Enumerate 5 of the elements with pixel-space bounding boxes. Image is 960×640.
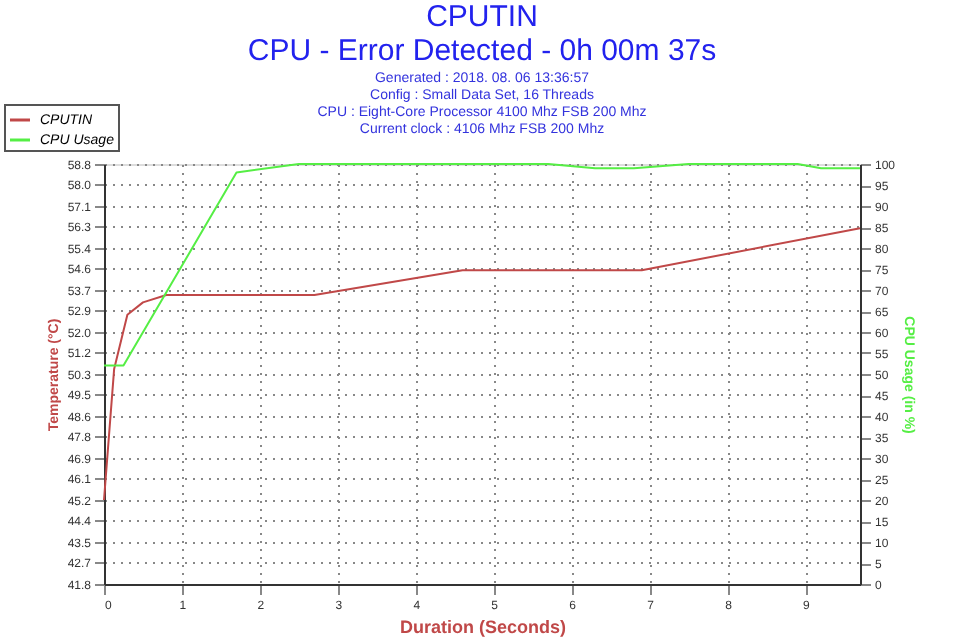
chart-subtitle: CPU - Error Detected - 0h 00m 37s xyxy=(247,34,717,68)
line-series xyxy=(103,163,861,367)
x-axis-title: Duration (Seconds) xyxy=(399,617,567,637)
line-series xyxy=(103,227,861,501)
chart-title: CPUTIN xyxy=(426,0,538,34)
